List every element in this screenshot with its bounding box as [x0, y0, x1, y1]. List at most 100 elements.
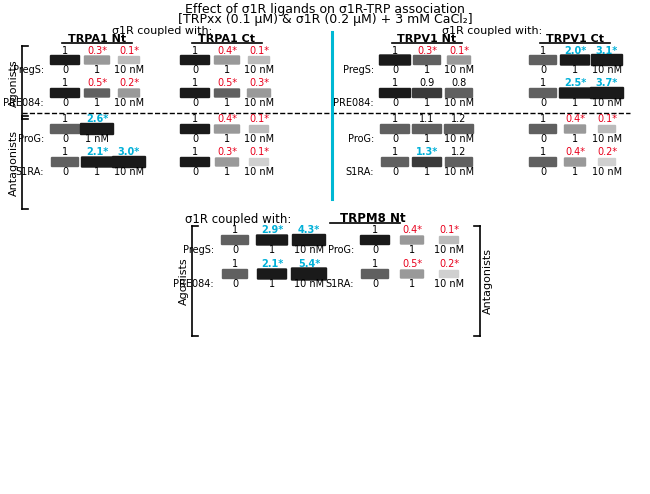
FancyBboxPatch shape	[118, 88, 140, 98]
Text: ProG:: ProG:	[18, 134, 44, 144]
Text: 0.1*: 0.1*	[597, 114, 617, 124]
FancyBboxPatch shape	[50, 124, 80, 134]
FancyBboxPatch shape	[221, 235, 249, 245]
Text: 10 nM: 10 nM	[592, 65, 622, 75]
FancyBboxPatch shape	[412, 157, 442, 167]
FancyBboxPatch shape	[214, 124, 240, 134]
FancyBboxPatch shape	[180, 157, 210, 167]
Text: 2.0*: 2.0*	[564, 46, 586, 56]
FancyBboxPatch shape	[256, 234, 288, 246]
Text: 1: 1	[94, 167, 100, 177]
Text: 10 nM: 10 nM	[434, 245, 464, 255]
Text: 10 nM: 10 nM	[592, 167, 622, 177]
Text: 0.1*: 0.1*	[249, 46, 269, 56]
FancyBboxPatch shape	[361, 269, 389, 279]
Text: 0: 0	[192, 98, 198, 108]
Text: 1: 1	[572, 65, 578, 75]
Text: 1: 1	[392, 46, 398, 56]
FancyBboxPatch shape	[51, 157, 79, 167]
Text: 0.2*: 0.2*	[119, 78, 139, 88]
Text: 1: 1	[424, 65, 430, 75]
Text: 3.0*: 3.0*	[118, 147, 140, 157]
Text: 3.1*: 3.1*	[596, 46, 618, 56]
Text: 0.3*: 0.3*	[87, 46, 107, 56]
FancyBboxPatch shape	[222, 269, 248, 279]
Text: 1: 1	[540, 114, 546, 124]
Text: 1: 1	[94, 65, 100, 75]
FancyBboxPatch shape	[445, 157, 473, 167]
Text: 1.2: 1.2	[451, 147, 467, 157]
FancyBboxPatch shape	[439, 236, 459, 244]
Text: 0: 0	[392, 98, 398, 108]
Text: 1: 1	[224, 167, 230, 177]
Text: 0: 0	[62, 167, 68, 177]
FancyBboxPatch shape	[214, 88, 240, 98]
Text: 1: 1	[409, 245, 415, 255]
FancyBboxPatch shape	[400, 235, 424, 245]
Text: 10 nM: 10 nM	[444, 65, 474, 75]
Text: S1RA:: S1RA:	[346, 167, 374, 177]
Text: PRE084:: PRE084:	[3, 98, 44, 108]
Text: 1: 1	[62, 147, 68, 157]
Text: 10 nM: 10 nM	[114, 65, 144, 75]
Text: 1: 1	[572, 134, 578, 144]
Text: 1 nM: 1 nM	[85, 134, 109, 144]
Text: 0.1*: 0.1*	[449, 46, 469, 56]
Text: 10 nM: 10 nM	[592, 134, 622, 144]
Text: σ1R coupled with:: σ1R coupled with:	[442, 26, 542, 36]
Text: PregS:: PregS:	[13, 65, 44, 75]
FancyBboxPatch shape	[598, 125, 616, 133]
Text: 1: 1	[62, 78, 68, 88]
Text: 5.4*: 5.4*	[298, 259, 320, 269]
Text: 0.1*: 0.1*	[249, 114, 269, 124]
Text: 0.3*: 0.3*	[249, 78, 269, 88]
Text: 1: 1	[392, 78, 398, 88]
Text: 0: 0	[192, 167, 198, 177]
Text: Antagonists: Antagonists	[9, 130, 19, 196]
Text: 0: 0	[62, 65, 68, 75]
Text: 0: 0	[392, 167, 398, 177]
Text: S1RA:: S1RA:	[326, 279, 354, 289]
FancyBboxPatch shape	[439, 270, 459, 278]
FancyBboxPatch shape	[360, 235, 390, 245]
Text: 10 nM: 10 nM	[444, 167, 474, 177]
FancyBboxPatch shape	[249, 125, 269, 133]
Text: Agonists: Agonists	[179, 257, 189, 305]
FancyBboxPatch shape	[529, 55, 557, 65]
FancyBboxPatch shape	[50, 88, 80, 98]
Text: 1: 1	[94, 98, 100, 108]
Text: 1: 1	[424, 167, 430, 177]
FancyBboxPatch shape	[249, 158, 269, 166]
Text: TRPA1 Ct: TRPA1 Ct	[198, 34, 255, 44]
FancyBboxPatch shape	[50, 55, 80, 65]
Text: 0.1*: 0.1*	[119, 46, 139, 56]
FancyBboxPatch shape	[247, 88, 271, 98]
Text: 1: 1	[62, 46, 68, 56]
FancyBboxPatch shape	[591, 54, 623, 66]
Text: 1: 1	[224, 65, 230, 75]
FancyBboxPatch shape	[81, 156, 113, 167]
Text: 1: 1	[392, 147, 398, 157]
Text: 0: 0	[540, 134, 546, 144]
Text: 1: 1	[192, 46, 198, 56]
Text: 0: 0	[392, 65, 398, 75]
FancyBboxPatch shape	[447, 55, 471, 65]
Text: 0: 0	[540, 98, 546, 108]
FancyBboxPatch shape	[529, 124, 557, 134]
Text: 1: 1	[424, 134, 430, 144]
Text: 0: 0	[372, 245, 378, 255]
FancyBboxPatch shape	[180, 124, 210, 134]
Text: 1.2: 1.2	[451, 114, 467, 124]
Text: 0: 0	[372, 279, 378, 289]
Text: 1.3*: 1.3*	[416, 147, 438, 157]
Text: 0.2*: 0.2*	[439, 259, 459, 269]
FancyBboxPatch shape	[380, 124, 410, 134]
Text: 1: 1	[192, 147, 198, 157]
Text: 2.6*: 2.6*	[86, 114, 108, 124]
FancyBboxPatch shape	[292, 234, 326, 246]
FancyBboxPatch shape	[214, 157, 239, 166]
Text: Agonists: Agonists	[9, 59, 19, 107]
Text: 1: 1	[224, 98, 230, 108]
Text: TRPV1 Nt: TRPV1 Nt	[397, 34, 456, 44]
Text: 10 nM: 10 nM	[592, 98, 622, 108]
